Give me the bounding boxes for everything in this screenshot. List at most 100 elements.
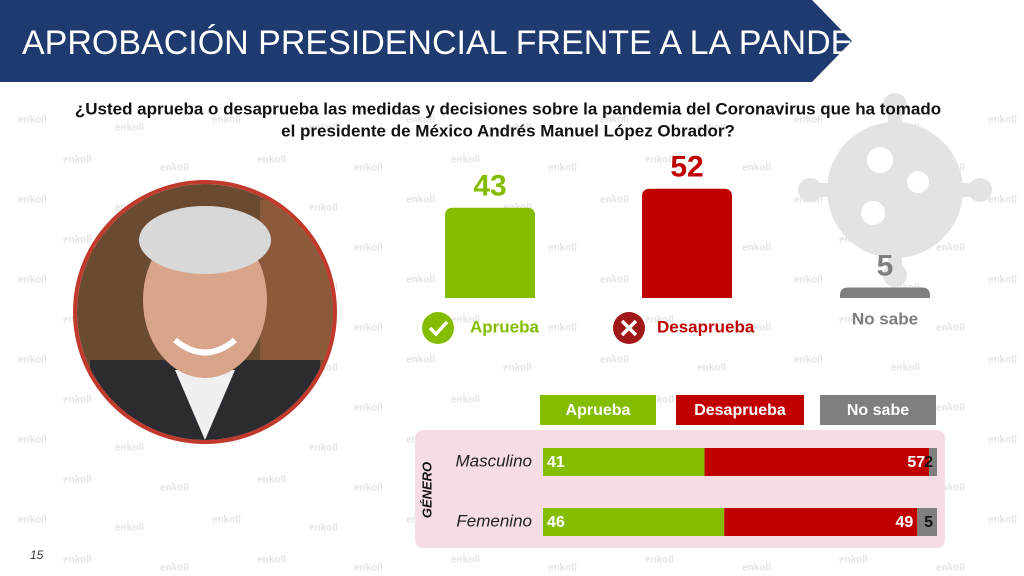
watermark: enkoll xyxy=(794,275,823,286)
value-label: 57 xyxy=(907,454,925,471)
watermark: enkoll xyxy=(212,515,241,526)
watermark: enkoll xyxy=(645,315,674,326)
watermark: enkoll xyxy=(451,315,480,326)
watermark: enkoll xyxy=(988,195,1017,206)
category-label: Masculino xyxy=(455,451,532,470)
watermark: enkoll xyxy=(309,123,338,134)
watermark: enkoll xyxy=(309,443,338,454)
watermark: enkoll xyxy=(257,155,286,166)
watermark: enkoll xyxy=(645,555,674,566)
cross-icon xyxy=(613,312,645,344)
watermark: enkoll xyxy=(839,315,868,326)
watermark: enkoll xyxy=(18,355,47,366)
value-label: 2 xyxy=(924,454,933,471)
watermark: enkoll xyxy=(697,363,726,374)
check-icon xyxy=(422,312,454,344)
watermark: enkoll xyxy=(548,323,577,334)
watermark: enkoll xyxy=(988,115,1017,126)
value-label: 43 xyxy=(473,170,506,203)
category-label: No sabe xyxy=(852,309,918,328)
watermark: enkoll xyxy=(645,155,674,166)
watermark: enkoll xyxy=(115,523,144,534)
legend-label: No sabe xyxy=(847,402,909,419)
watermark: enkoll xyxy=(548,243,577,254)
watermark: enkoll xyxy=(406,115,435,126)
watermark: enkoll xyxy=(742,563,771,574)
watermark: enkoll xyxy=(63,475,92,486)
watermark: enkoll xyxy=(18,515,47,526)
watermark: enkoll xyxy=(645,395,674,406)
bar-segment xyxy=(704,448,930,476)
watermark: enkoll xyxy=(794,115,823,126)
watermark: enkoll xyxy=(18,115,47,126)
legend-swatch xyxy=(540,395,656,425)
bar-segment xyxy=(543,448,705,476)
category-label: Aprueba xyxy=(470,317,540,336)
watermark: enkoll xyxy=(451,555,480,566)
watermark: enkoll xyxy=(160,563,189,574)
watermark: enkoll xyxy=(354,403,383,414)
watermark: enkoll xyxy=(936,403,965,414)
bar-segment xyxy=(929,448,937,476)
watermark: enkoll xyxy=(406,355,435,366)
watermark: enkoll xyxy=(936,243,965,254)
watermark: enkoll xyxy=(839,555,868,566)
watermark: enkoll xyxy=(354,323,383,334)
category-label: Femenino xyxy=(456,511,532,530)
watermark: enkoll xyxy=(212,115,241,126)
watermark: enkoll xyxy=(936,563,965,574)
watermark: enkoll xyxy=(115,123,144,134)
bar xyxy=(445,207,535,298)
watermark: enkoll xyxy=(309,203,338,214)
value-label: 49 xyxy=(896,514,914,531)
virus-icon xyxy=(798,93,992,287)
value-label: 5 xyxy=(924,514,933,531)
watermark: enkoll xyxy=(115,443,144,454)
photo-border xyxy=(73,180,337,444)
watermark: enkoll xyxy=(794,355,823,366)
photo xyxy=(77,184,333,440)
title: APROBACIÓN PRESIDENCIAL FRENTE A LA PAND… xyxy=(22,24,914,62)
watermark: enkoll xyxy=(354,243,383,254)
bar xyxy=(642,188,732,298)
legend-swatch xyxy=(676,395,804,425)
bar xyxy=(840,287,930,298)
watermark: enkoll xyxy=(988,515,1017,526)
value-label: 5 xyxy=(877,249,894,282)
watermark: enkoll xyxy=(548,163,577,174)
watermark: enkoll xyxy=(63,155,92,166)
watermark: enkoll xyxy=(18,195,47,206)
group-label: GÉNERO xyxy=(419,462,434,518)
watermark: enkoll xyxy=(257,555,286,566)
watermark: enkoll xyxy=(600,355,629,366)
watermark: enkoll xyxy=(600,115,629,126)
question-line: ¿Usted aprueba o desaprueba las medidas … xyxy=(75,99,941,118)
watermark: enkoll xyxy=(988,275,1017,286)
header-band xyxy=(0,0,852,82)
watermark: enkoll xyxy=(63,235,92,246)
bar-segment xyxy=(543,508,725,536)
watermark: enkoll xyxy=(988,435,1017,446)
watermark: enkoll xyxy=(354,163,383,174)
watermark: enkoll xyxy=(406,195,435,206)
legend-swatch xyxy=(820,395,936,425)
watermark: enkoll xyxy=(63,555,92,566)
watermark: enkoll xyxy=(354,563,383,574)
watermark: enkoll xyxy=(406,275,435,286)
legend-label: Aprueba xyxy=(566,402,631,419)
bar-segment xyxy=(917,508,937,536)
watermark: enkoll xyxy=(742,243,771,254)
watermark: enkoll xyxy=(63,395,92,406)
watermark: enkoll xyxy=(354,483,383,494)
bar-segment xyxy=(724,508,918,536)
watermark: enkoll xyxy=(309,523,338,534)
watermark: enkoll xyxy=(451,395,480,406)
watermark: enkoll xyxy=(548,563,577,574)
watermark: enkoll xyxy=(742,163,771,174)
watermark: enkoll xyxy=(451,155,480,166)
legend-label: Desaprueba xyxy=(694,402,786,419)
watermark: enkoll xyxy=(18,435,47,446)
watermark: enkoll xyxy=(503,123,532,134)
category-label: Desaprueba xyxy=(657,317,755,336)
